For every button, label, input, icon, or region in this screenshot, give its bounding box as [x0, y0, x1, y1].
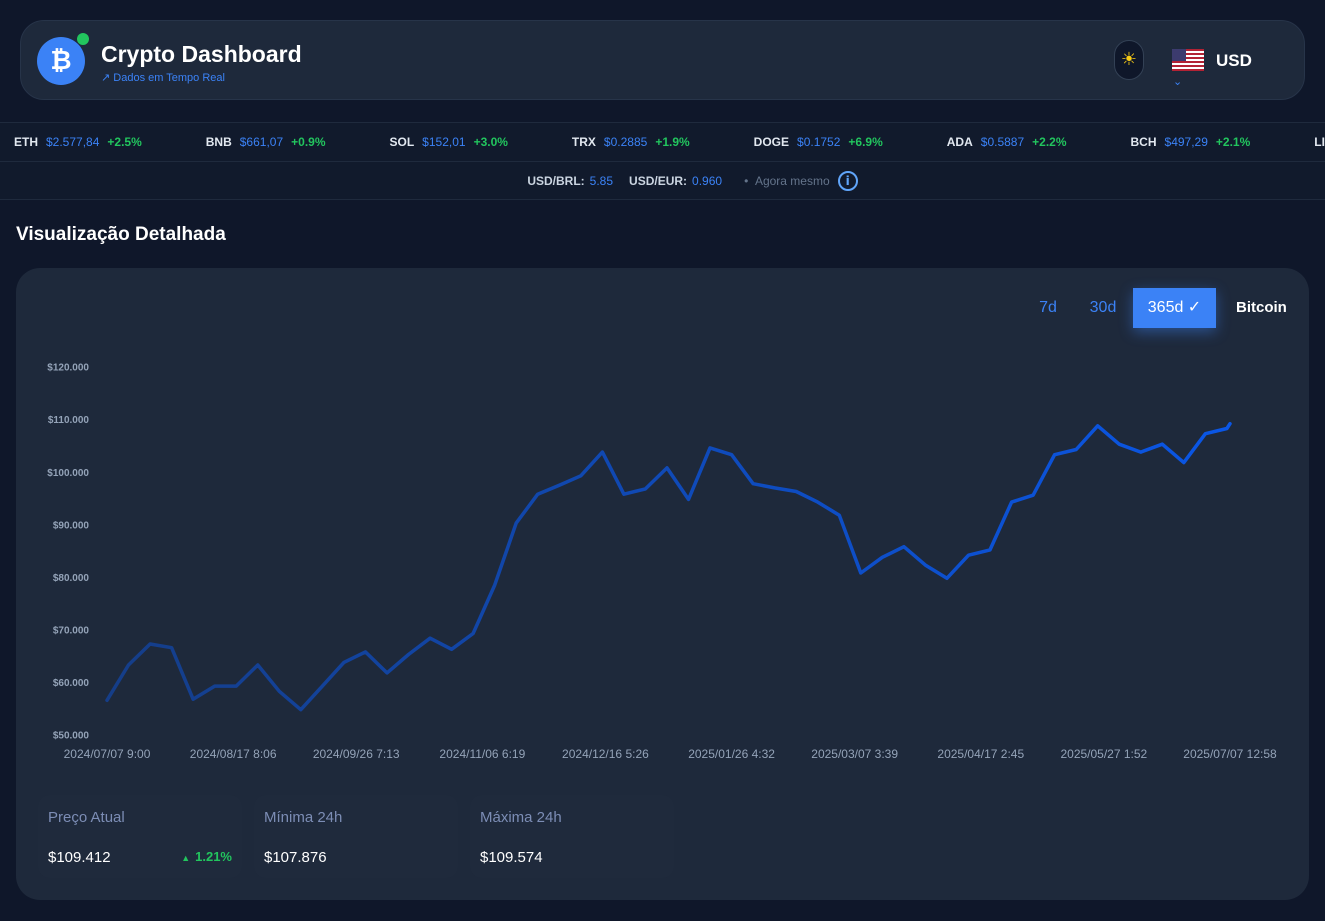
theme-toggle[interactable]: ☀	[1114, 40, 1144, 80]
up-arrow: ▲	[181, 853, 196, 863]
y-tick-label: $120.000	[47, 363, 89, 374]
info-icon[interactable]: i	[837, 170, 858, 191]
ticker-change: +2.5%	[107, 135, 142, 149]
status-dot	[77, 33, 89, 45]
stat-card: Preço Atual $109.412 ▲ 1.21%	[38, 795, 242, 878]
chart-card: $50.000 $60.000 $70.000 $80.000 $90.000 $100.…	[16, 268, 1309, 900]
ticker-price: $0.1752	[797, 135, 841, 149]
ticker-symbol: TRX	[571, 135, 596, 149]
ticker-change: +6.9%	[848, 135, 883, 149]
ticker-symbol: SOL	[389, 135, 415, 149]
ticker-change: +0.9%	[291, 135, 326, 149]
ticker-change: +2.1%	[1215, 135, 1251, 149]
ticker-symbol: ETH	[14, 135, 38, 149]
header: ₿ Crypto Dashboard ↗ Dados em Tempo Real…	[20, 20, 1305, 100]
flag	[1172, 49, 1204, 71]
rate-label: USD/EUR:	[629, 173, 688, 188]
x-tick-label: 2024/12/16 5:26	[562, 747, 649, 761]
range-button[interactable]: 7d	[1039, 299, 1057, 316]
rate-label: USD/BRL:	[527, 173, 585, 188]
stat-label: Mínima 24h	[264, 809, 343, 826]
price-line	[105, 421, 1232, 712]
logo: ₿	[37, 37, 85, 85]
x-tick-label: 2024/08/17 8:06	[190, 747, 277, 761]
ticker-symbol: BCH	[1130, 135, 1157, 149]
chevron[interactable]: ⌄	[1173, 75, 1183, 88]
ticker-change: +1.9%	[655, 135, 690, 149]
ticker-symbol: ADA	[946, 135, 973, 149]
x-tick-label: 2024/11/06 6:19	[439, 747, 525, 761]
x-tick-label: 2025/05/27 1:52	[1060, 747, 1147, 761]
stat-change: ▲ 1.21%	[181, 849, 232, 864]
rates: USD/BRL: 5.85 USD/EUR: 0.960 • Agora mesmo…	[0, 162, 1325, 200]
ticker-item: TRX $0.2885 +1.9%	[572, 135, 690, 149]
x-tick-label: 2025/07/07 12:58	[1183, 747, 1277, 761]
x-tick-label: 2025/04/17 2:45	[937, 747, 1024, 761]
title: Crypto Dashboard	[101, 41, 302, 67]
stat-card: Mínima 24h $107.876	[254, 795, 458, 878]
coin-selector[interactable]: Bitcoin	[1236, 299, 1287, 316]
ticker-price: $0.5887	[980, 135, 1025, 149]
ticker-change: +3.0%	[473, 135, 508, 149]
x-tick-label: 2025/03/07 3:39	[811, 747, 898, 761]
x-tick-label: 2024/09/26 7:13	[313, 747, 400, 761]
ticker-symbol: LINK	[1314, 135, 1325, 149]
y-tick-label: $90.000	[53, 520, 90, 531]
ticker-item: ADA $0.5887 +2.2%	[947, 135, 1067, 149]
ticker-price: $152,01	[422, 135, 466, 149]
stat-value: $109.412	[48, 849, 111, 866]
updated-text: Agora mesmo	[754, 173, 830, 188]
ticker-item: ETH $2.577,84 +2.5%	[14, 135, 142, 149]
ticker-item: SOL $152,01 +3.0%	[390, 135, 508, 149]
section-title: Visualização Detalhada	[16, 224, 226, 245]
rate-value: 5.85	[589, 173, 614, 188]
stat-label: Preço Atual	[48, 809, 125, 826]
chart: $50.000 $60.000 $70.000 $80.000 $90.000 $100.…	[47, 363, 1277, 762]
x-tick-label: 2024/07/07 9:00	[64, 747, 151, 761]
ticker-price: $2.577,84	[46, 135, 100, 149]
stat-value: $109.574	[480, 849, 543, 866]
rate-value: 0.960	[692, 173, 723, 188]
y-tick-label: $60.000	[53, 678, 90, 689]
range-button[interactable]: 30d	[1089, 299, 1117, 316]
updated: • Agora mesmo	[744, 173, 830, 188]
subtitle: ↗ Dados em Tempo Real	[101, 71, 225, 84]
currency-selector[interactable]: USD	[1216, 51, 1252, 70]
y-tick-label: $110.000	[48, 415, 90, 426]
trend-icon: ↗	[101, 72, 114, 84]
ticker-symbol: DOGE	[753, 135, 790, 149]
ticker-price: $0.2885	[603, 135, 648, 149]
ticker-change: +2.2%	[1032, 135, 1067, 149]
stat-change-text: 1.21%	[195, 849, 232, 864]
y-tick-label: $50.000	[53, 731, 90, 742]
x-tick-label: 2025/01/26 4:32	[688, 747, 775, 761]
ticker-price: $497,29	[1164, 135, 1208, 149]
subtitle-text: Dados em Tempo Real	[113, 72, 225, 84]
ticker-item: BCH $497,29 +2.1%	[1131, 135, 1251, 149]
stat-value: $107.876	[264, 849, 327, 866]
y-tick-label: $70.000	[53, 625, 90, 636]
ticker-symbol: BNB	[205, 135, 232, 149]
ticker-price: $661,07	[239, 135, 284, 149]
range-button[interactable]: 365d ✓	[1133, 288, 1216, 328]
y-tick-label: $80.000	[53, 573, 90, 584]
stat-label: Máxima 24h	[480, 809, 562, 826]
stat-card: Máxima 24h $109.574	[470, 795, 674, 878]
y-tick-label: $100.000	[47, 468, 89, 479]
ticker-item: LINK	[1314, 135, 1325, 149]
ticker-item: DOGE $0.1752 +6.9%	[754, 135, 883, 149]
ticker-item: BNB $661,07 +0.9%	[206, 135, 326, 149]
ticker: ETH $2.577,84 +2.5% BNB $661,07 +0.9% SOL $152,…	[0, 122, 1325, 162]
